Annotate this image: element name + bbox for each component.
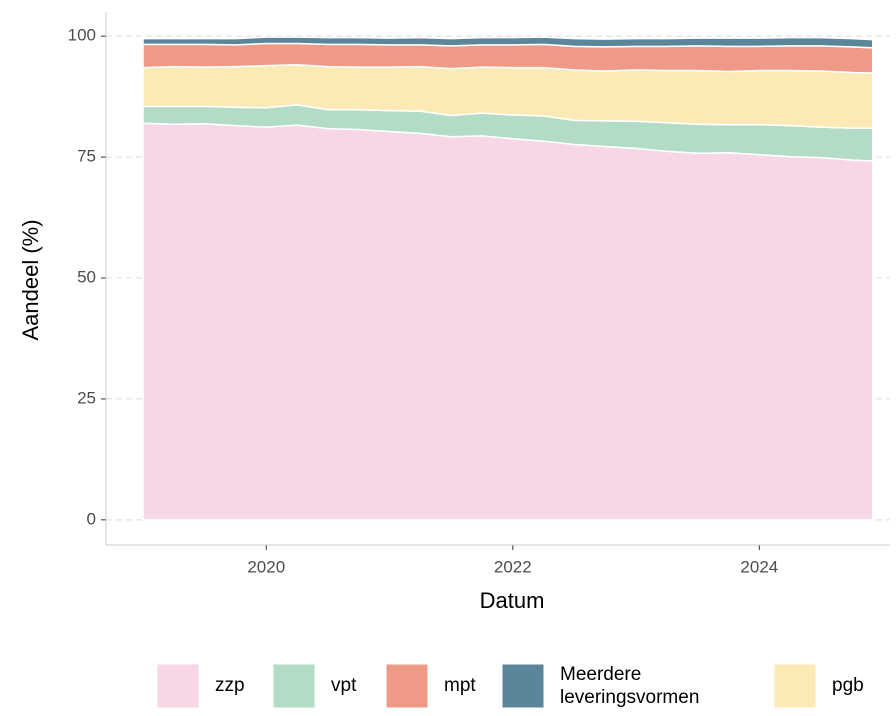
area <box>142 122 874 521</box>
x-tick-label: 2024 <box>740 557 778 576</box>
y-tick-label: 100 <box>68 26 96 45</box>
legend-label: mpt <box>444 675 476 696</box>
legend-key <box>156 663 200 709</box>
x-axis-title: Datum <box>480 588 545 613</box>
x-tick-label: 2020 <box>247 557 285 576</box>
legend-key <box>272 663 316 709</box>
legend-key <box>385 663 429 709</box>
legend-label: pgb <box>832 675 864 696</box>
legend-label: vpt <box>331 675 357 696</box>
x-tick-label: 2022 <box>494 557 532 576</box>
y-tick-label: 50 <box>77 268 96 287</box>
legend-label: zzp <box>215 675 245 696</box>
legend-key <box>773 663 817 709</box>
y-tick-label: 75 <box>77 147 96 166</box>
legend-label: Meerdere leveringsvormen <box>560 664 699 708</box>
y-tick-label: 25 <box>77 388 96 407</box>
legend-key <box>501 663 545 709</box>
y-tick-label: 0 <box>87 509 96 528</box>
y-axis-title: Aandeel (%) <box>18 219 43 340</box>
area <box>142 36 874 49</box>
